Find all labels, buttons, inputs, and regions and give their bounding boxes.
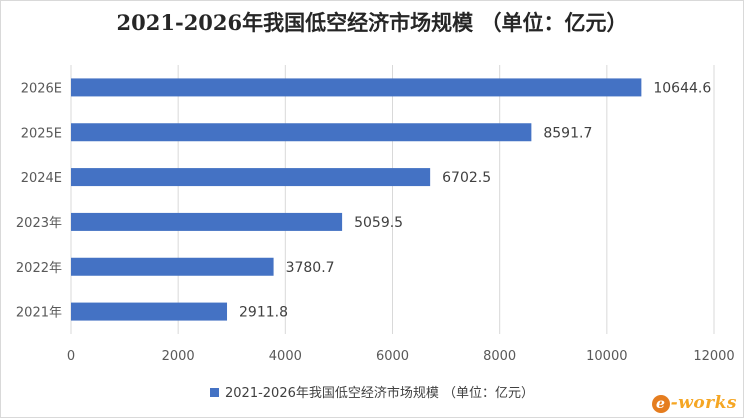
- bar: [71, 302, 228, 321]
- y-tick-label: 2021年: [16, 306, 62, 321]
- x-tick-label: 12000: [693, 349, 734, 364]
- data-label: 6702.5: [442, 170, 491, 186]
- x-tick-label: 6000: [376, 349, 409, 364]
- chart-title: 2021-2026年我国低空经济市场规模 （单位：亿元）: [116, 10, 628, 35]
- y-tick-label: 2022年: [16, 261, 62, 276]
- watermark-logo: e -works: [651, 393, 737, 413]
- value-labels: 2911.8 3780.7 5059.5 6702.5 8591.7 10644.6: [239, 80, 711, 320]
- bar: [71, 257, 274, 276]
- data-label: 10644.6: [653, 80, 711, 96]
- watermark-e-glyph: e: [651, 395, 670, 413]
- legend: 2021-2026年我国低空经济市场规模 （单位：亿元）: [1, 382, 743, 401]
- y-tick-label: 2024E: [21, 171, 62, 186]
- x-axis-tick-labels: 0 2000 4000 6000 8000 10000 12000: [67, 349, 735, 364]
- bar: [71, 78, 642, 97]
- y-axis-tick-labels: 2021年 2022年 2023年 2024E 2025E 2026E: [16, 81, 62, 320]
- data-label: 8591.7: [543, 125, 592, 141]
- bar: [71, 212, 343, 231]
- x-tick-label: 4000: [269, 349, 302, 364]
- bar: [71, 123, 532, 142]
- legend-swatch: [210, 388, 219, 397]
- data-label: 3780.7: [286, 260, 335, 276]
- x-tick-label: 10000: [586, 349, 627, 364]
- bar: [71, 168, 431, 187]
- bars: [71, 78, 642, 321]
- y-tick-label: 2025E: [21, 126, 62, 141]
- x-tick-label: 8000: [483, 349, 516, 364]
- legend-label: 2021-2026年我国低空经济市场规模 （单位：亿元）: [225, 386, 534, 401]
- y-tick-label: 2023年: [16, 216, 62, 231]
- x-tick-label: 2000: [162, 349, 195, 364]
- watermark-text: -works: [670, 393, 737, 413]
- y-tick-label: 2026E: [21, 81, 62, 96]
- data-label: 5059.5: [354, 215, 403, 231]
- grid-lines: [70, 65, 715, 334]
- x-tick-label: 0: [67, 349, 75, 364]
- data-label: 2911.8: [239, 305, 288, 321]
